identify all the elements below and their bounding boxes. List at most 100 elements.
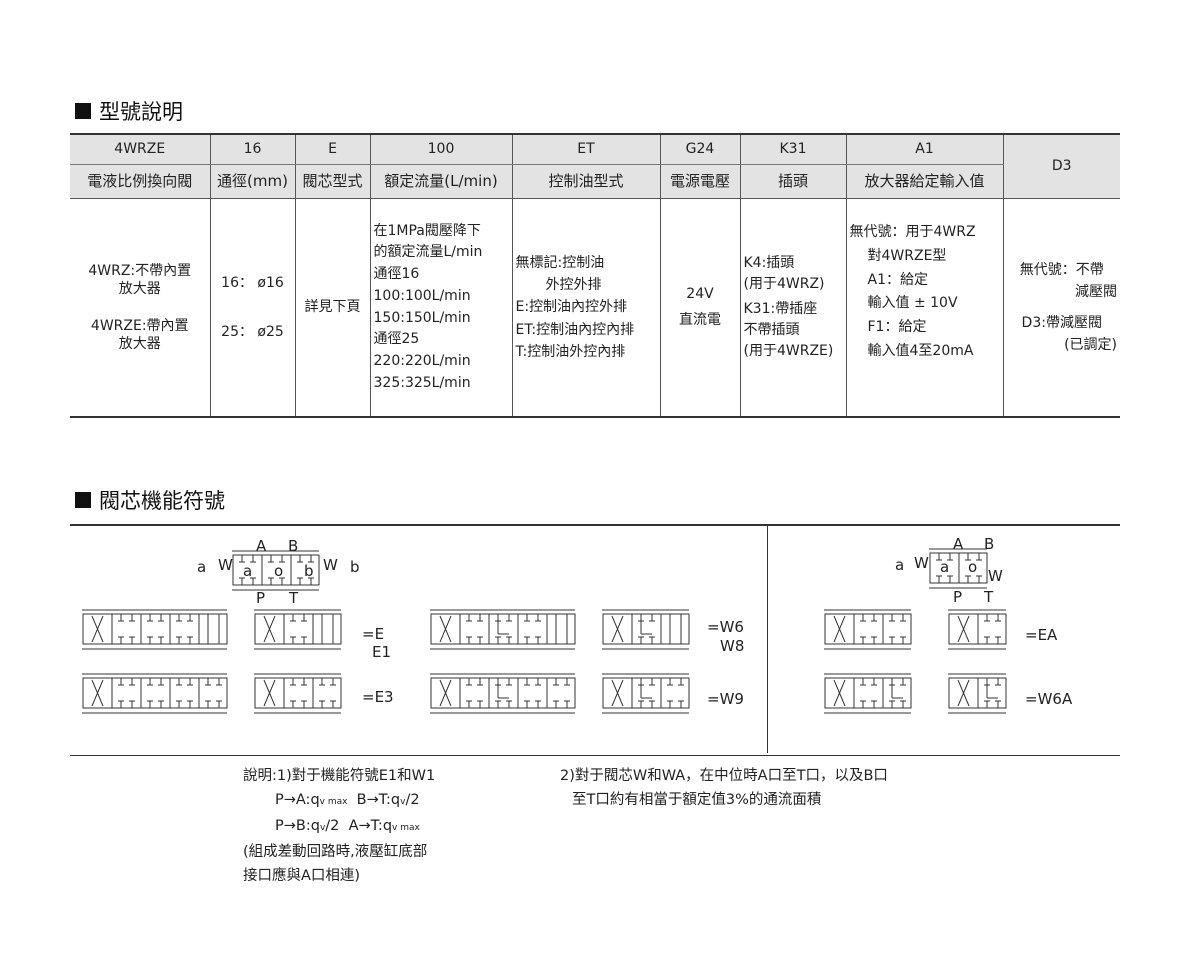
port-label-p: P: [256, 589, 266, 607]
section-title-model: 型號說明: [75, 96, 183, 126]
code-row: 4WRZE 16 E 100 ET G24 K31 A1 D3: [70, 134, 1120, 199]
text: 輸入值 ± 10V: [867, 295, 958, 312]
port-label-a: A: [256, 537, 267, 555]
text: 在1MPa閥壓降下: [373, 222, 481, 239]
valve-symbol-e: [254, 609, 342, 650]
code-cell: 100: [369, 134, 513, 165]
note-text: 接口應與A口相連): [243, 868, 361, 884]
code-cell: 16: [209, 134, 296, 165]
symbol-label-e1: E1: [372, 643, 392, 661]
text: /2 A→T:q: [325, 818, 393, 834]
pressure-reducer-cell: 無代號：不帶 減壓閥 D3:帶減壓閥 (已調定): [1002, 198, 1120, 417]
code-cell: E: [294, 134, 371, 165]
text: E:控制油內控外排: [515, 299, 628, 316]
text: K4:插頭: [743, 255, 795, 271]
text: 輸入值4至20mA: [867, 342, 974, 359]
note-text: 說明:1)對于機能符號E1和W1: [243, 768, 436, 784]
text: (用于4WRZE): [743, 343, 834, 359]
solenoid-a-label: a: [197, 558, 207, 576]
text: 減壓閥: [1075, 284, 1117, 301]
text: A1：給定: [867, 271, 928, 288]
header-cell: 插頭: [739, 164, 847, 199]
solenoid-b-label: b: [350, 558, 360, 576]
note-2: 2)對于閥芯W和WA，在中位時A口至T口，以及B口 至T口約有相當于額定值3%的…: [560, 764, 888, 812]
port-label-p: P: [953, 588, 963, 606]
port-label-b: B: [984, 535, 995, 553]
note-1: 說明:1)對于機能符號E1和W1 P→A:qv max B→T:qv/2 P→B…: [243, 764, 435, 888]
position-b-label: b: [304, 562, 314, 580]
code-cell: G24: [659, 134, 741, 165]
amplifier-input-cell: 無代號：用于4WRZ 對4WRZE型 A1：給定 輸入值 ± 10V F1：給定 輸入值4…: [845, 198, 1004, 417]
text: v max: [392, 823, 420, 833]
text: T:控制油外控內排: [515, 344, 626, 361]
text: 直流電: [679, 311, 721, 328]
header-cell: 控制油型式: [511, 164, 661, 199]
text: F1：給定: [867, 319, 927, 336]
diameter-cell: 16： ø16 25： ø25: [209, 198, 296, 417]
valve-schematic-2pos: [929, 548, 988, 589]
position-o-label: o: [274, 562, 284, 580]
text: K31:帶插座: [743, 301, 818, 317]
header-cell: 額定流量(L/min): [369, 164, 513, 199]
text: 4WRZ:不帶內置: [88, 263, 192, 280]
text: 24V: [686, 286, 714, 303]
panel-divider: [767, 524, 768, 753]
text: v max: [319, 797, 348, 807]
text: /2: [405, 792, 420, 808]
position-a-label: a: [243, 562, 253, 580]
valve-symbol-w9-full: [430, 673, 576, 714]
text: 通徑25: [373, 331, 420, 348]
voltage-cell: 24V 直流電: [659, 198, 741, 417]
section-title-symbols: 閥芯機能符號: [75, 485, 225, 515]
text: 25： ø25: [221, 323, 284, 340]
position-a-label: a: [940, 558, 950, 576]
port-label-a: A: [953, 535, 964, 553]
valve-symbol-w6a: [948, 673, 1007, 714]
position-o-label: o: [968, 558, 978, 576]
note-text: 2)對于閥芯W和WA，在中位時A口至T口，以及B口: [560, 768, 888, 784]
text: 放大器: [118, 281, 161, 298]
text: B→T:q: [347, 792, 401, 808]
note-text: 至T口約有相當于額定值3%的通流面積: [572, 792, 822, 808]
spring-w-label: W: [218, 556, 233, 574]
text: 外控外排: [545, 276, 602, 293]
code-cell: D3: [1002, 134, 1120, 199]
plug-cell: K4:插頭 (用于4WRZ) K31:帶插座 不帶插頭 (用于4WRZE): [739, 198, 847, 417]
text: 的額定流量L/min: [373, 244, 483, 261]
symbol-label-w9: =W9: [707, 690, 744, 708]
valve-symbol-w6a-full: [824, 673, 912, 714]
symbol-label-e: =E: [362, 625, 385, 643]
spring-w-label: W: [988, 567, 1003, 585]
text: 16： ø16: [221, 275, 284, 292]
square-bullet-icon: [75, 492, 91, 508]
header-cell: 閥芯型式: [294, 164, 371, 199]
section-title-text: 閥芯機能符號: [99, 489, 225, 513]
control-oil-cell: 無標記:控制油 外控外排 E:控制油內控外排 ET:控制油內控內排 T:控制油外控內排: [511, 198, 661, 417]
valve-symbol-e3: [254, 673, 342, 714]
code-cell: 4WRZE: [70, 134, 211, 165]
formula-1: P→A:qv max B→T:qv/2: [243, 788, 435, 814]
solenoid-a-label: a: [895, 556, 905, 574]
valve-symbol-ea: [948, 609, 1007, 650]
header-cell: 電液比例換向閥: [70, 164, 211, 199]
valve-symbol-w6-full: [430, 609, 576, 650]
formula-2: P→B:qv/2 A→T:qv max: [243, 814, 435, 840]
text: v: [400, 797, 406, 807]
text: 100:100L/min: [373, 287, 471, 304]
valve-symbol-w6: [602, 609, 690, 650]
header-row: 電液比例換向閥 通徑(mm) 閥芯型式 額定流量(L/min) 控制油型式 電源…: [70, 164, 1120, 199]
text: 4WRZE:帶內置: [90, 317, 189, 334]
text: 不帶插頭: [743, 322, 800, 338]
text: ET:控制油內控內排: [515, 321, 635, 338]
symbol-label-e3: =E3: [362, 688, 394, 706]
valve-type-cell: 4WRZ:不帶內置 放大器 4WRZE:帶內置 放大器: [70, 198, 211, 417]
code-cell: K31: [739, 134, 847, 165]
text: 150:150L/min: [373, 309, 471, 326]
section-title-text: 型號說明: [99, 100, 183, 124]
note-text: (組成差動回路時,液壓缸底部: [243, 844, 428, 860]
valve-symbol-w9: [602, 673, 690, 714]
flow-cell: 在1MPa閥壓降下 的額定流量L/min 通徑16 100:100L/min 150:1…: [369, 198, 513, 417]
header-cell: 通徑(mm): [209, 164, 296, 199]
header-cell: 電源電壓: [659, 164, 741, 199]
